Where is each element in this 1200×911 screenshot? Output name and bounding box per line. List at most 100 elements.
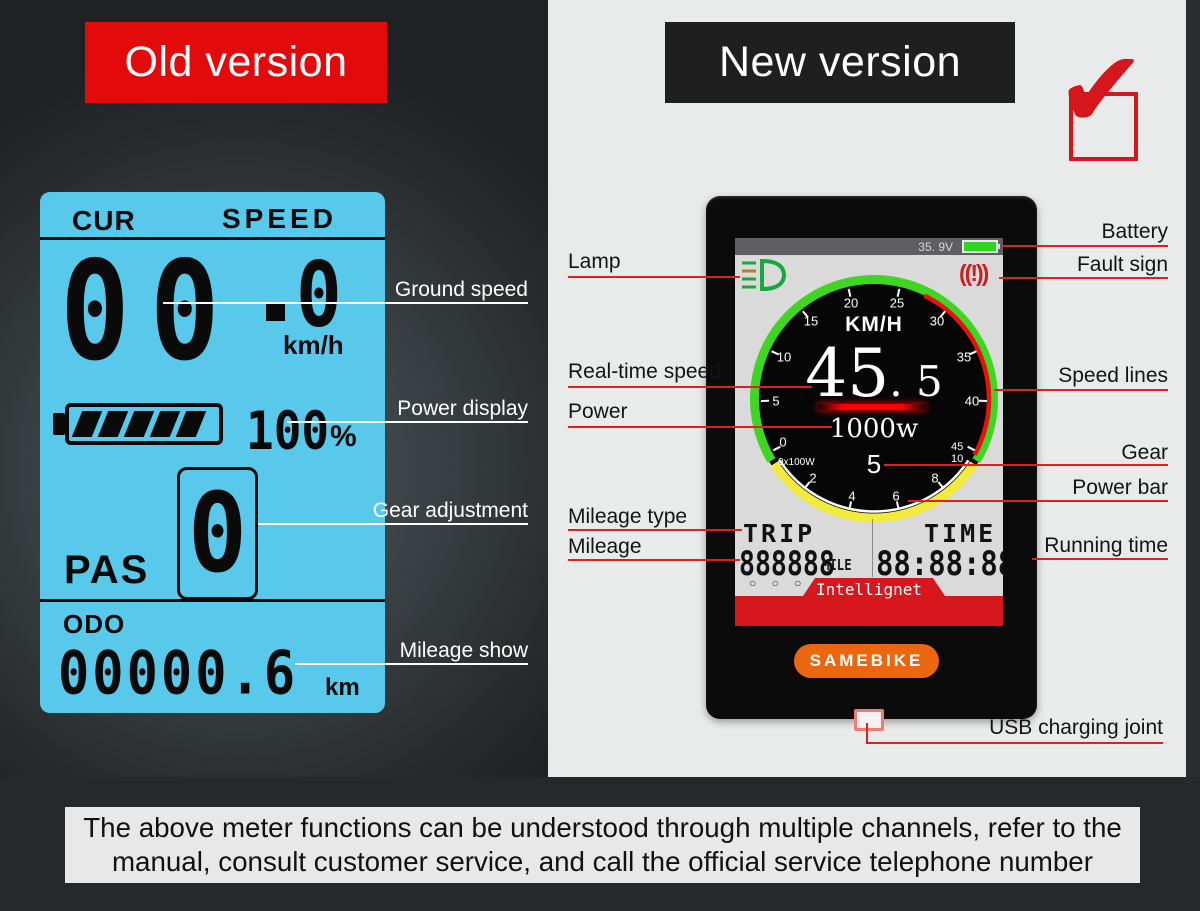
lamp-icon (742, 258, 787, 292)
callout-power-bar: Power bar (1072, 476, 1168, 499)
odo-unit-label: km (325, 674, 360, 701)
old-version-title: Old version (124, 38, 348, 86)
time-label: TIME (924, 519, 997, 548)
callout-line-mileage (568, 559, 740, 561)
caption-line-1: The above meter functions can be underst… (83, 812, 1122, 843)
tick-5: 5 (772, 393, 780, 409)
battery-icon-nub (53, 413, 65, 435)
realtime-speed-value: 45. 5 (750, 341, 998, 407)
new-display-screen: 35. 9V ((!)) (735, 238, 1003, 626)
speed-decimal-point (266, 304, 285, 321)
callout-power-display: Power display (397, 397, 528, 420)
callout-gear-adjustment: Gear adjustment (372, 499, 528, 522)
cur-label: CUR (72, 205, 136, 236)
gear-box: 0 (177, 467, 258, 600)
callout-gear: Gear (1121, 441, 1168, 464)
callout-power: Power (568, 400, 628, 423)
pas-label: PAS (64, 548, 150, 592)
time-value: 88:88:88 (876, 544, 1003, 584)
fault-sign-icon: ((!)) (959, 260, 989, 286)
trip-label: TRIP (743, 519, 816, 548)
tick-25: 25 (889, 295, 905, 311)
percent-sign: % (330, 420, 357, 453)
samebike-logo: SAMEBIKE (794, 644, 939, 678)
gauge-tick-marks (760, 288, 988, 510)
callout-line-ground-speed (163, 302, 528, 304)
callout-mileage-type: Mileage type (568, 505, 688, 528)
voltage-value: 35. 9V (918, 239, 953, 254)
speed-decimal-value: . 5 (889, 357, 943, 406)
callout-line-mileage-type (568, 529, 742, 531)
tick-power-10: 10 (951, 453, 964, 465)
tick-power-6: 6 (892, 488, 900, 504)
callout-line-fault-sign (999, 277, 1168, 279)
battery-bar (175, 411, 207, 437)
speed-main-digits: 00 (60, 232, 240, 392)
trip-unit-label: MILE (822, 556, 852, 574)
tick-45: 45 (951, 441, 964, 453)
battery-icon (65, 403, 223, 445)
callout-line-lamp (568, 276, 740, 278)
power-scale-label: 0x100W (778, 457, 815, 468)
callout-battery: Battery (1101, 220, 1168, 243)
trip-value: 888888 (739, 544, 835, 584)
callout-line-speed-lines (994, 389, 1168, 391)
odo-label: ODO (63, 609, 126, 639)
check-box-icon (1069, 92, 1138, 161)
callout-usb: USB charging joint (989, 716, 1163, 739)
new-version-banner: New version (665, 22, 1015, 103)
speed-label: SPEED (222, 203, 337, 234)
callout-mileage: Mileage (568, 535, 642, 558)
callout-speed-lines: Speed lines (1058, 364, 1168, 387)
tick-30: 30 (929, 313, 945, 329)
tick-10: 10 (776, 349, 792, 365)
callout-line-gear-adjustment (258, 523, 528, 525)
callout-line-power-display (287, 421, 528, 423)
intelligent-banner-text: Intellignet (816, 580, 922, 599)
callout-line-usb (866, 742, 1163, 744)
usb-port (854, 709, 884, 731)
tick-power-2: 2 (809, 470, 817, 486)
speed-unit-label: km/h (283, 330, 344, 360)
status-dots: ○ ○ ○ (749, 576, 808, 590)
callout-mileage-show: Mileage show (399, 639, 528, 662)
speed-main-value: 45 (805, 335, 890, 412)
new-version-title: New version (718, 38, 962, 86)
battery-bar (71, 411, 103, 437)
callout-line-power (568, 426, 832, 428)
battery-bar (149, 411, 181, 437)
callout-ground-speed: Ground speed (394, 278, 528, 301)
callout-line-running-time (1032, 558, 1168, 560)
trip-time-divider (872, 519, 873, 577)
right-edge-strip (1186, 0, 1200, 777)
callout-line-mileage-show (295, 663, 528, 665)
lcd-divider-bottom (40, 599, 385, 602)
lcd-divider-top (40, 237, 385, 240)
callout-line-power-bar (908, 500, 1168, 502)
battery-percent-digits: 100 (246, 399, 330, 462)
speed-unit-label-new: KM/H (845, 313, 903, 336)
checkmark-icon: ✔ (1056, 29, 1147, 150)
callout-running-time: Running time (1044, 534, 1168, 557)
battery-bar (97, 411, 129, 437)
odo-digits: 00000.6 (58, 639, 299, 709)
new-display-bezel: 35. 9V ((!)) (706, 196, 1037, 719)
callout-realtime-speed: Real-time speed (568, 360, 721, 383)
callout-vline-usb (866, 723, 868, 742)
gear-value-new: 5 (866, 449, 882, 479)
callout-line-battery (1001, 245, 1168, 247)
old-version-banner: Old version (85, 22, 387, 103)
tick-power-4: 4 (848, 488, 856, 504)
battery-bar (123, 411, 155, 437)
screen-status-bar: 35. 9V (735, 238, 1003, 255)
battery-icon-new (962, 240, 1000, 253)
tick-20: 20 (843, 295, 859, 311)
tick-power-8: 8 (931, 470, 939, 486)
power-value: 1000w (829, 414, 919, 444)
tick-0: 0 (779, 434, 787, 450)
gear-digit: 0 (187, 469, 247, 598)
callout-line-realtime-speed (568, 386, 812, 388)
caption-box: The above meter functions can be underst… (65, 807, 1140, 883)
tick-40: 40 (964, 393, 980, 409)
callout-lamp: Lamp (568, 250, 621, 273)
